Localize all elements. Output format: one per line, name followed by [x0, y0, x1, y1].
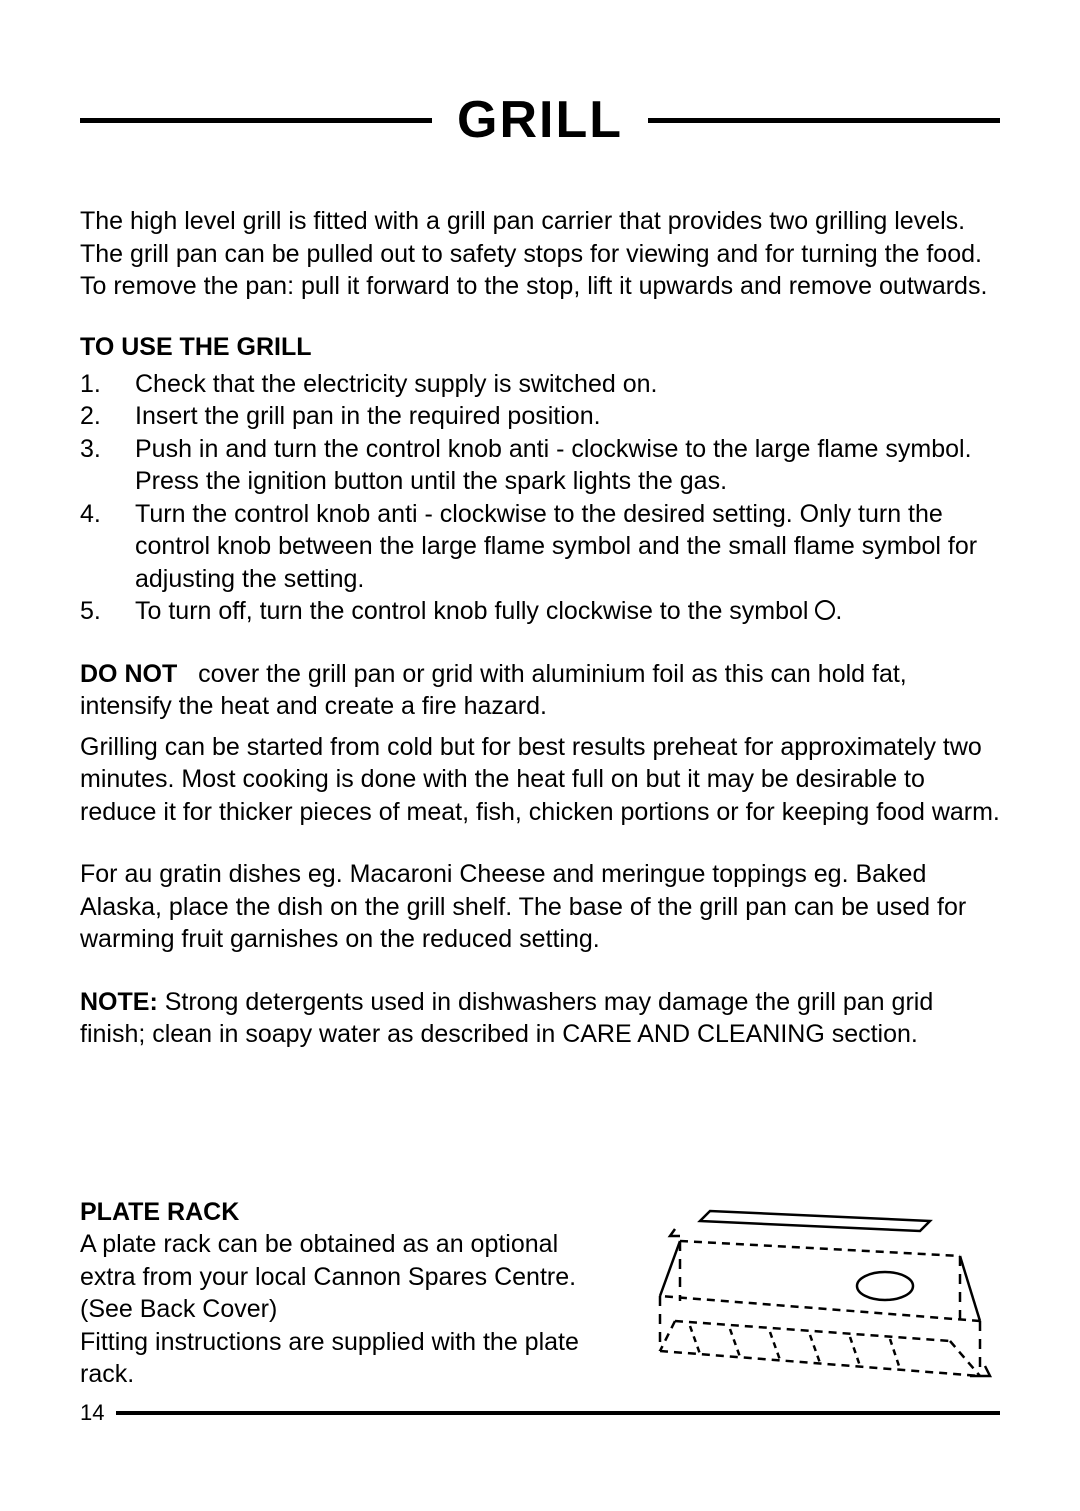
footer-rule: [116, 1411, 1000, 1415]
plate-rack-icon: [630, 1201, 1000, 1401]
plate-rack-text: PLATE RACK A plate rack can be obtained …: [80, 1191, 600, 1406]
off-symbol-icon: [815, 600, 835, 620]
list-number: 2.: [80, 400, 135, 433]
grilling-paragraph: Grilling can be started from cold but fo…: [80, 731, 1000, 829]
list-text: Insert the grill pan in the required pos…: [135, 400, 1000, 433]
to-use-heading: TO USE THE GRILL: [80, 333, 1000, 362]
list-item: 4. Turn the control knob anti - clockwis…: [80, 498, 1000, 596]
plate-rack-p3: Fitting instructions are supplied with t…: [80, 1326, 600, 1391]
intro-paragraph: The high level grill is fitted with a gr…: [80, 205, 1000, 303]
list-item: 2. Insert the grill pan in the required …: [80, 400, 1000, 433]
title-rule-right: [648, 118, 1000, 123]
au-gratin-paragraph: For au gratin dishes eg. Macaroni Cheese…: [80, 858, 1000, 956]
plate-rack-heading: PLATE RACK: [80, 1196, 600, 1229]
list-text: To turn off, turn the control knob fully…: [135, 595, 1000, 628]
list-text: Check that the electricity supply is swi…: [135, 368, 1000, 401]
list-text: Push in and turn the control knob anti -…: [135, 433, 1000, 498]
title-row: GRILL: [80, 90, 1000, 150]
note-label: NOTE:: [80, 988, 158, 1016]
page-title: GRILL: [457, 90, 623, 150]
note-text: Strong detergents used in dishwashers ma…: [80, 988, 933, 1049]
list-number: 1.: [80, 368, 135, 401]
list-number: 3.: [80, 433, 135, 498]
do-not-text: cover the grill pan or grid with alumini…: [80, 660, 907, 721]
do-not-paragraph: DO NOT cover the grill pan or grid with …: [80, 658, 1000, 723]
page-number: 14: [80, 1400, 116, 1426]
plate-rack-p2: (See Back Cover): [80, 1293, 600, 1326]
list-number: 4.: [80, 498, 135, 596]
title-rule-left: [80, 118, 432, 123]
list-text: Turn the control knob anti - clockwise t…: [135, 498, 1000, 596]
steps-list: 1. Check that the electricity supply is …: [80, 368, 1000, 628]
page: GRILL The high level grill is fitted wit…: [0, 0, 1080, 1511]
list-item: 3. Push in and turn the control knob ant…: [80, 433, 1000, 498]
list-number: 5.: [80, 595, 135, 628]
plate-rack-p1: A plate rack can be obtained as an optio…: [80, 1228, 600, 1293]
do-not-label: DO NOT: [80, 660, 177, 688]
footer: 14: [80, 1400, 1000, 1426]
list-item: 1. Check that the electricity supply is …: [80, 368, 1000, 401]
note-paragraph: NOTE: Strong detergents used in dishwash…: [80, 986, 1000, 1051]
list-item: 5. To turn off, turn the control knob fu…: [80, 595, 1000, 628]
plate-rack-section: PLATE RACK A plate rack can be obtained …: [80, 1191, 1000, 1406]
plate-rack-illustration: [630, 1191, 1000, 1406]
